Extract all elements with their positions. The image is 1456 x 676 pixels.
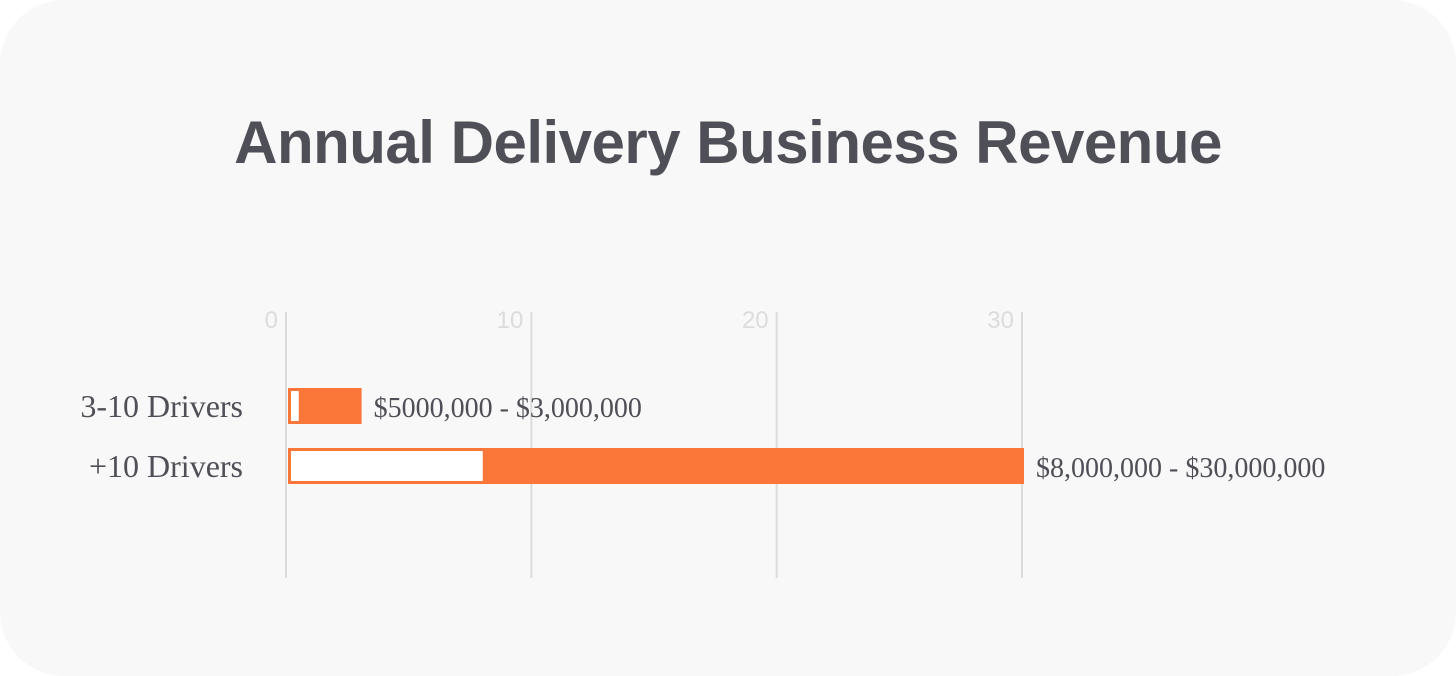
data-label-1: $8,000,000 - $30,000,000: [1036, 453, 1325, 484]
data-label-0: $5000,000 - $3,000,000: [374, 393, 642, 424]
x-tick-label-30: 30: [987, 307, 1014, 334]
bar-low-segment-1: [288, 448, 486, 484]
x-tick-label-10: 10: [497, 307, 524, 334]
bar-low-segment-0: [288, 388, 302, 424]
x-tick-label-20: 20: [742, 307, 769, 334]
category-label-0: 3-10 Drivers: [80, 388, 243, 424]
x-tick-label-0: 0: [265, 307, 278, 334]
category-label-1: +10 Drivers: [89, 448, 243, 484]
chart-title: Annual Delivery Business Revenue: [234, 109, 1222, 176]
